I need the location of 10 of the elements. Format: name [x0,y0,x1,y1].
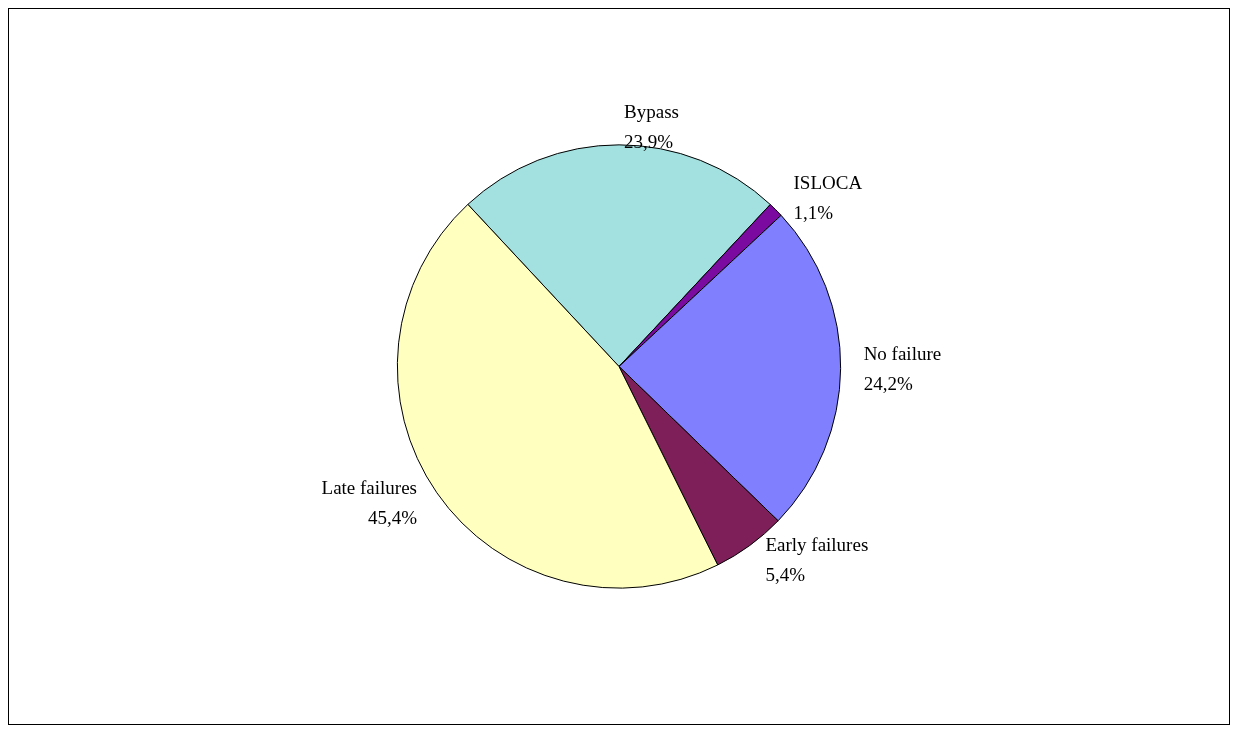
data-label: 1,1% [793,201,834,223]
slice-label: Bypass [624,101,679,123]
slice-label: Early failures [765,534,869,556]
data-label: 5,4% [765,564,806,586]
slice-label: ISLOCA [793,171,863,193]
data-label: 24,2% [863,373,913,395]
slice-label: No failure [863,343,942,365]
slice-label: Late failures [321,477,418,499]
data-label: 23,9% [624,131,674,153]
data-label: 45,4% [367,507,418,529]
